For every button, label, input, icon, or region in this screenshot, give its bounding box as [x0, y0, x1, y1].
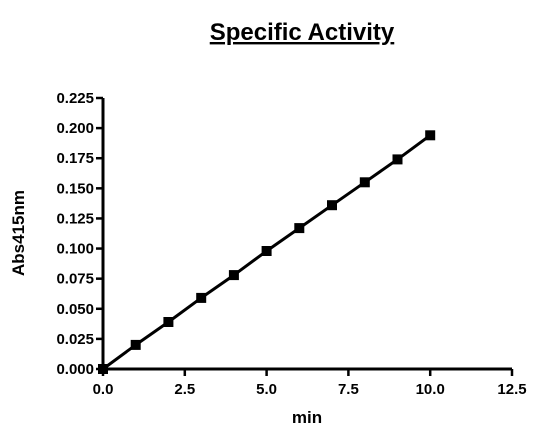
x-tick-label: 2.5	[174, 381, 195, 398]
x-tick-label: 7.5	[338, 381, 359, 398]
x-tick-label: 12.5	[497, 381, 526, 398]
y-tick-label: 0.100	[56, 241, 94, 258]
series-layer	[98, 130, 436, 374]
data-point	[392, 154, 403, 165]
data-point	[196, 292, 207, 303]
x-axis-label: min	[292, 408, 322, 427]
y-tick-label: 0.050	[56, 301, 94, 318]
data-point	[425, 130, 436, 141]
x-tick-label: 5.0	[256, 381, 277, 398]
data-point	[294, 223, 305, 234]
data-point	[359, 177, 370, 188]
y-tick-label: 0.175	[56, 150, 94, 167]
data-point	[327, 200, 337, 211]
y-tick-label: 0.200	[56, 120, 94, 137]
data-point	[228, 270, 239, 281]
y-tick-label: 0.025	[56, 331, 94, 348]
y-tick-label: 0.125	[56, 210, 94, 227]
x-tick-label: 0.0	[93, 381, 114, 398]
axes-layer: 0.000 0.025 0.050 0.075 0.100 0.125 0.150 0.175…	[56, 90, 526, 398]
chart-title: Specific Activity	[210, 19, 395, 46]
data-point	[163, 317, 174, 327]
y-tick-label: 0.075	[56, 271, 94, 288]
data-point	[261, 246, 272, 256]
data-point	[98, 364, 108, 374]
y-tick-label: 0.225	[56, 90, 94, 107]
y-axis-label: Abs415nm	[9, 190, 28, 276]
data-point	[130, 339, 141, 350]
x-tick-label: 10.0	[416, 381, 445, 398]
y-tick-label: 0.000	[56, 361, 94, 378]
y-tick-label: 0.150	[56, 180, 94, 197]
